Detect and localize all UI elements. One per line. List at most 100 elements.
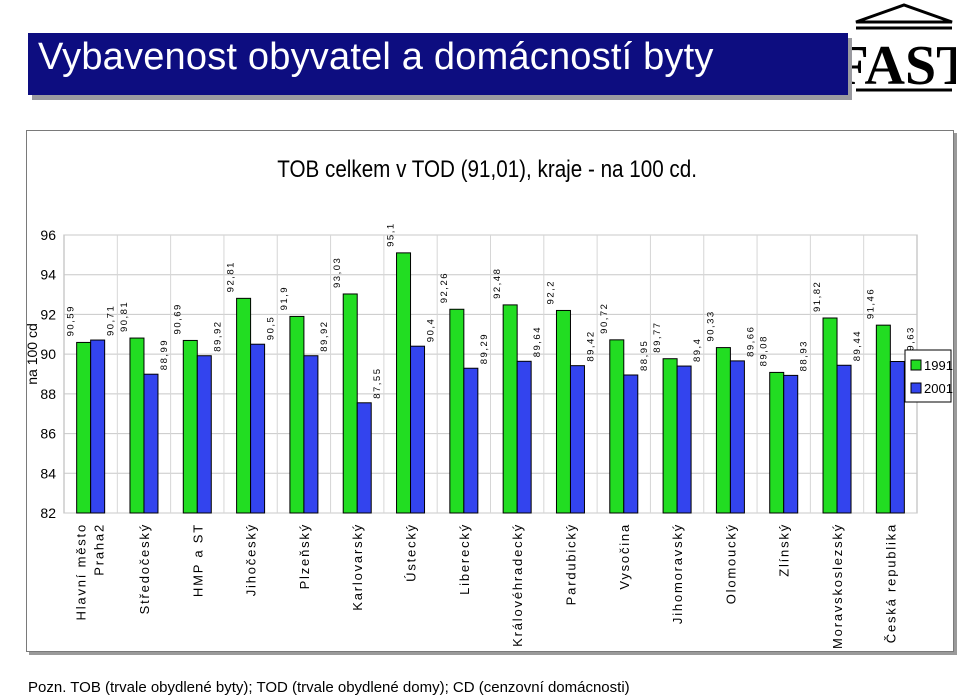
y-tick-label: 92 bbox=[40, 306, 56, 322]
x-tick-label: Hlavní město bbox=[74, 523, 89, 620]
value-label-2001: 87,55 bbox=[372, 368, 383, 399]
value-label-2001: 88,93 bbox=[799, 340, 810, 371]
value-label-1991: 90,69 bbox=[172, 303, 183, 334]
y-tick-label: 84 bbox=[40, 465, 56, 481]
legend-swatch-2001 bbox=[910, 382, 922, 394]
bar-2001 bbox=[410, 345, 426, 514]
x-tick-label: Ústecký bbox=[404, 523, 419, 582]
y-tick-label: 82 bbox=[40, 505, 56, 521]
value-label-2001: 89,92 bbox=[319, 320, 330, 351]
bar-1991 bbox=[609, 339, 625, 514]
y-tick-label: 90 bbox=[40, 346, 56, 362]
x-tick-label: Jihomoravský bbox=[670, 523, 685, 624]
x-tick-label: Vysočina bbox=[617, 523, 632, 590]
x-tick-label: Královéhradecký bbox=[510, 523, 525, 647]
value-label-2001: 90,5 bbox=[266, 316, 277, 341]
value-label-1991: 89,08 bbox=[759, 335, 770, 366]
bar-1991 bbox=[502, 304, 518, 514]
bar-1991 bbox=[129, 337, 145, 514]
y-tick-label: 96 bbox=[40, 227, 56, 243]
y-tick-label: 86 bbox=[40, 426, 56, 442]
value-label-1991: 90,81 bbox=[119, 301, 130, 332]
x-tick-label: Středočeský bbox=[137, 523, 152, 614]
bar-2001 bbox=[516, 360, 532, 514]
value-label-2001: 89,44 bbox=[852, 330, 863, 361]
value-label-1991: 93,03 bbox=[332, 257, 343, 288]
x-tick-label: Pardubický bbox=[563, 523, 578, 605]
legend-label-2001: 2001 bbox=[924, 381, 953, 396]
value-label-1991: 90,59 bbox=[66, 305, 77, 336]
value-label-1991: 91,9 bbox=[279, 286, 290, 311]
bar-1991 bbox=[715, 347, 731, 514]
y-axis-label: na 100 cd bbox=[27, 323, 40, 385]
x-axis-labels: Hlavní město Praha2 Středočeský HMP a ST Jih… bbox=[74, 523, 899, 649]
value-label-2001: 89,64 bbox=[532, 326, 543, 357]
value-label-2001: 89,42 bbox=[585, 330, 596, 361]
logo-text: FAST bbox=[852, 35, 956, 94]
footnote: Pozn. TOB (trvale obydlené byty); TOD (t… bbox=[28, 679, 630, 696]
x-tick-label: Česká republika bbox=[883, 523, 898, 643]
y-tick-label: 94 bbox=[40, 267, 56, 283]
value-label-2001: 89,63 bbox=[905, 326, 916, 357]
x-tick-label: Jihočeský bbox=[244, 523, 259, 596]
x-tick-label: Zlínský bbox=[777, 523, 792, 577]
value-label-2001: 89,4 bbox=[692, 338, 703, 363]
chart: TOB celkem v TOD (91,01), kraje - na 100… bbox=[27, 156, 953, 649]
y-axis: 82 84 86 88 90 92 94 96 bbox=[40, 227, 56, 521]
bar-1991 bbox=[822, 317, 838, 514]
bar-2001 bbox=[143, 373, 159, 514]
bar-2001 bbox=[783, 374, 799, 514]
value-label-2001: 88,99 bbox=[159, 339, 170, 370]
bar-1991 bbox=[875, 324, 891, 514]
value-label-1991: 92,2 bbox=[545, 280, 556, 305]
x-tick-label: Karlovarský bbox=[350, 523, 365, 611]
value-label-2001: 90,4 bbox=[426, 318, 437, 343]
bar-2001 bbox=[90, 339, 106, 514]
y-tick-label: 88 bbox=[40, 386, 56, 402]
bar-2001 bbox=[889, 360, 905, 514]
bar-1991 bbox=[769, 371, 785, 514]
chart-bars bbox=[76, 252, 905, 514]
bar-2001 bbox=[463, 367, 479, 514]
bar-1991 bbox=[289, 315, 305, 514]
value-label-1991: 90,33 bbox=[705, 310, 716, 341]
bar-2001 bbox=[356, 402, 372, 514]
x-tick-label: Olomoucký bbox=[723, 523, 738, 604]
bar-2001 bbox=[676, 365, 692, 514]
bar-1991 bbox=[396, 252, 412, 514]
legend-label-1991: 1991 bbox=[924, 358, 953, 373]
bar-2001 bbox=[303, 355, 319, 514]
value-label-1991: 92,81 bbox=[226, 261, 237, 292]
value-labels: 90,59 90,71 90,8188,9990,6989,9292,8190,59… bbox=[66, 222, 917, 398]
bar-1991 bbox=[182, 339, 198, 514]
logo-roof-icon bbox=[855, 3, 953, 24]
value-label-2001: 89,66 bbox=[745, 326, 756, 357]
x-tick-label: Praha2 bbox=[92, 523, 107, 576]
bar-1991 bbox=[76, 341, 92, 514]
value-label-2001: 89,29 bbox=[479, 333, 490, 364]
chart-frame: TOB celkem v TOD (91,01), kraje - na 100… bbox=[26, 130, 954, 652]
fast-logo: FAST bbox=[852, 3, 956, 94]
x-tick-label: Liberecký bbox=[457, 523, 472, 595]
bar-2001 bbox=[250, 343, 266, 514]
bar-2001 bbox=[836, 364, 852, 514]
value-label-1991: 89,77 bbox=[652, 321, 663, 352]
bar-2001 bbox=[729, 360, 745, 514]
x-tick-label: Moravskoslezský bbox=[830, 523, 845, 649]
bar-1991 bbox=[342, 293, 358, 514]
legend-swatch-1991 bbox=[910, 359, 922, 371]
value-label-1991: 92,48 bbox=[492, 268, 503, 299]
bar-2001 bbox=[196, 355, 212, 514]
x-tick-label: HMP a ST bbox=[190, 523, 205, 597]
value-label-2001: 90,71 bbox=[106, 305, 117, 336]
bar-2001 bbox=[569, 365, 585, 514]
value-label-1991: 95,1 bbox=[386, 222, 397, 247]
value-label-1991: 91,46 bbox=[865, 288, 876, 319]
bar-1991 bbox=[555, 309, 571, 514]
value-label-2001: 88,95 bbox=[639, 340, 650, 371]
title-banner bbox=[28, 33, 848, 95]
value-label-2001: 89,92 bbox=[212, 320, 223, 351]
bar-1991 bbox=[236, 297, 252, 514]
value-label-1991: 90,72 bbox=[599, 303, 610, 334]
legend: 1991 2001 bbox=[904, 349, 953, 403]
